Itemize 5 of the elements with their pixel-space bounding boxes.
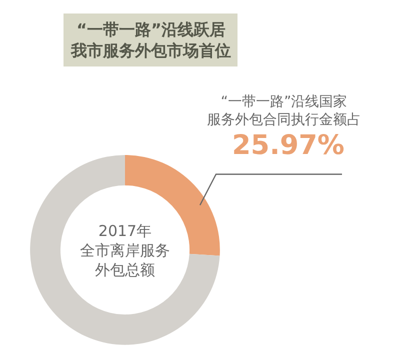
- donut-slice: [30, 155, 220, 345]
- slice-label: “一带一路”沿线国家服务外包合同执行金额占: [207, 94, 361, 128]
- chart-title: “一带一路”沿线跃居我市服务外包市场首位: [70, 20, 231, 60]
- data-label: 25.97%: [232, 130, 344, 161]
- text: 2017年全市离岸服务外包总额: [80, 222, 170, 279]
